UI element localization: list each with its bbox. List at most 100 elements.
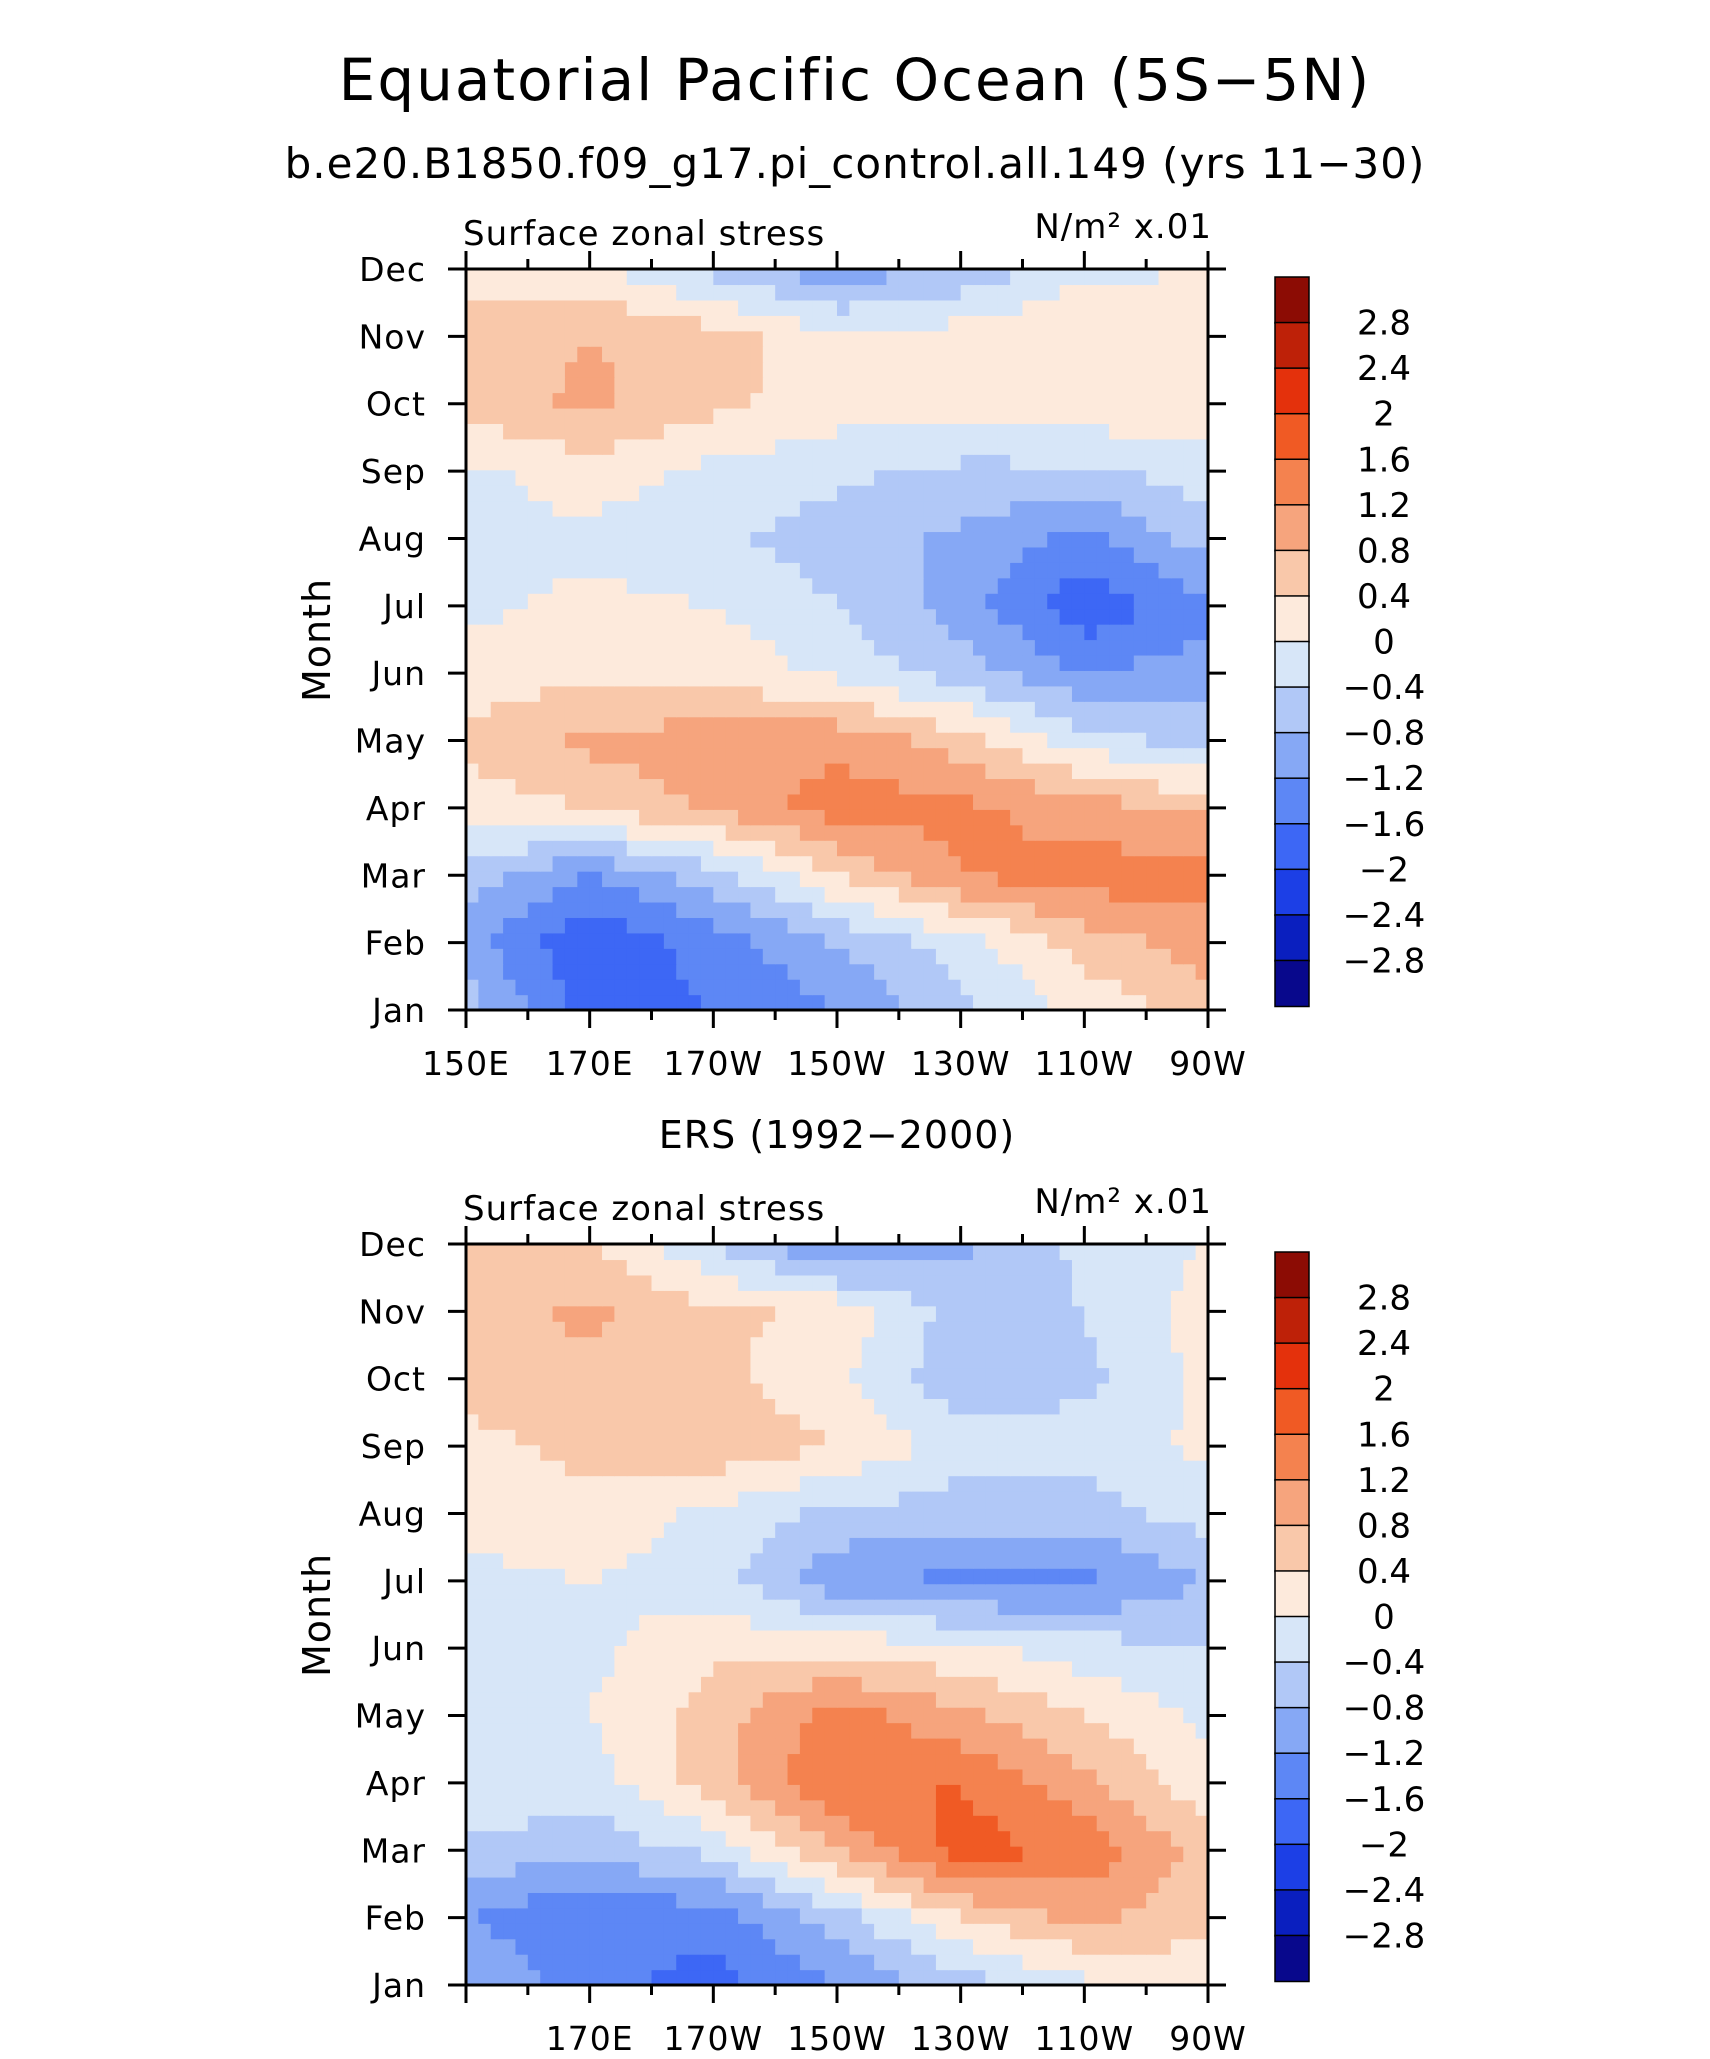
- heatmap-cell: [1010, 1876, 1024, 1893]
- heatmap-cell: [1047, 1846, 1061, 1863]
- heatmap-cell: [886, 685, 900, 702]
- heatmap-cell: [688, 994, 702, 1011]
- heatmap-cell: [466, 1660, 479, 1677]
- heatmap-cell: [762, 747, 776, 764]
- heatmap-cell: [762, 531, 776, 548]
- heatmap-cell: [886, 1799, 900, 1816]
- heatmap-cell: [1034, 1676, 1048, 1693]
- heatmap-cell: [1022, 516, 1036, 533]
- heatmap-cell: [787, 407, 801, 424]
- heatmap-cell: [985, 639, 999, 656]
- heatmap-cell: [997, 979, 1011, 996]
- heatmap-cell: [1195, 948, 1209, 965]
- heatmap-cell: [589, 1722, 603, 1739]
- heatmap-cell: [985, 732, 999, 749]
- heatmap-cell: [911, 392, 925, 409]
- heatmap-cell: [700, 1861, 714, 1878]
- heatmap-cell: [540, 716, 554, 733]
- heatmap-cell: [861, 1876, 875, 1893]
- heatmap-cell: [799, 377, 813, 394]
- heatmap-cell: [799, 1969, 813, 1986]
- heatmap-cell: [577, 639, 591, 656]
- heatmap-cell: [490, 284, 504, 301]
- heatmap-cell: [985, 1969, 999, 1986]
- heatmap-cell: [466, 1876, 479, 1893]
- heatmap-cell: [1071, 377, 1085, 394]
- heatmap-cell: [886, 608, 900, 625]
- heatmap-cell: [738, 1691, 752, 1708]
- heatmap-cell: [750, 963, 764, 980]
- heatmap-cell: [1133, 855, 1147, 872]
- heatmap-cell: [1047, 716, 1061, 733]
- heatmap-cell: [1183, 577, 1197, 594]
- heatmap-cell: [874, 377, 888, 394]
- heatmap-cell: [626, 608, 640, 625]
- heatmap-cell: [935, 747, 949, 764]
- heatmap-cell: [849, 1599, 863, 1616]
- heatmap-cell: [1146, 407, 1160, 424]
- heatmap-cell: [874, 994, 888, 1011]
- heatmap-cell: [1195, 284, 1209, 301]
- heatmap-cell: [515, 1722, 529, 1739]
- heatmap-cell: [1047, 932, 1061, 949]
- heatmap-cell: [540, 1629, 554, 1646]
- heatmap-cell: [626, 269, 640, 286]
- heatmap-cell: [923, 1676, 937, 1693]
- heatmap-cell: [466, 639, 479, 656]
- heatmap-cell: [552, 1506, 566, 1523]
- heatmap-cell: [1121, 1815, 1135, 1832]
- heatmap-cell: [762, 407, 776, 424]
- heatmap-cell: [898, 886, 912, 903]
- heatmap-cell: [923, 1614, 937, 1631]
- heatmap-cell: [564, 1876, 578, 1893]
- heatmap-cell: [849, 438, 863, 455]
- heatmap-cell: [1170, 1691, 1184, 1708]
- heatmap-cell: [886, 963, 900, 980]
- heatmap-cell: [1022, 330, 1036, 347]
- heatmap-cell: [639, 361, 653, 378]
- heatmap-cell: [490, 1537, 504, 1554]
- heatmap-cell: [886, 901, 900, 918]
- heatmap-cell: [552, 469, 566, 486]
- heatmap-cell: [1158, 1537, 1172, 1554]
- heatmap-cell: [898, 392, 912, 409]
- heatmap-cell: [973, 546, 986, 563]
- heatmap-cell: [911, 901, 925, 918]
- heatmap-cell: [577, 346, 591, 363]
- heatmap-cell: [997, 747, 1011, 764]
- colorbar-label: −0.8: [1343, 714, 1426, 754]
- heatmap-cell: [948, 1753, 962, 1770]
- heatmap-cell: [713, 1907, 727, 1924]
- heatmap-cell: [874, 1568, 888, 1585]
- heatmap-cell: [651, 685, 665, 702]
- heatmap-cell: [960, 1552, 974, 1569]
- heatmap-cell: [527, 1938, 541, 1955]
- heatmap-cell: [1146, 840, 1160, 857]
- heatmap-cell: [602, 979, 615, 996]
- heatmap-cell: [824, 284, 838, 301]
- heatmap-cell: [1109, 901, 1123, 918]
- heatmap-cell: [738, 407, 752, 424]
- heatmap-cell: [1096, 1768, 1110, 1785]
- heatmap-cell: [775, 1599, 789, 1616]
- heatmap-cell: [1022, 1645, 1036, 1662]
- heatmap-cell: [1071, 531, 1085, 548]
- heatmap-cell: [997, 299, 1011, 316]
- heatmap-cell: [1034, 1506, 1048, 1523]
- heatmap-cell: [973, 809, 986, 826]
- heatmap-cell: [651, 932, 665, 949]
- heatmap-cell: [911, 917, 925, 934]
- heatmap-cell: [466, 963, 479, 980]
- heatmap-cell: [725, 546, 739, 563]
- heatmap-cell: [898, 732, 912, 749]
- heatmap-cell: [490, 269, 504, 286]
- heatmap-cell: [552, 1954, 566, 1971]
- heatmap-cell: [997, 716, 1011, 733]
- heatmap-cell: [1146, 1475, 1160, 1492]
- heatmap-cell: [898, 1938, 912, 1955]
- heatmap-cell: [602, 315, 615, 332]
- heatmap-cell: [688, 948, 702, 965]
- heatmap-cell: [1109, 1629, 1123, 1646]
- heatmap-cell: [1195, 392, 1209, 409]
- heatmap-cell: [651, 809, 665, 826]
